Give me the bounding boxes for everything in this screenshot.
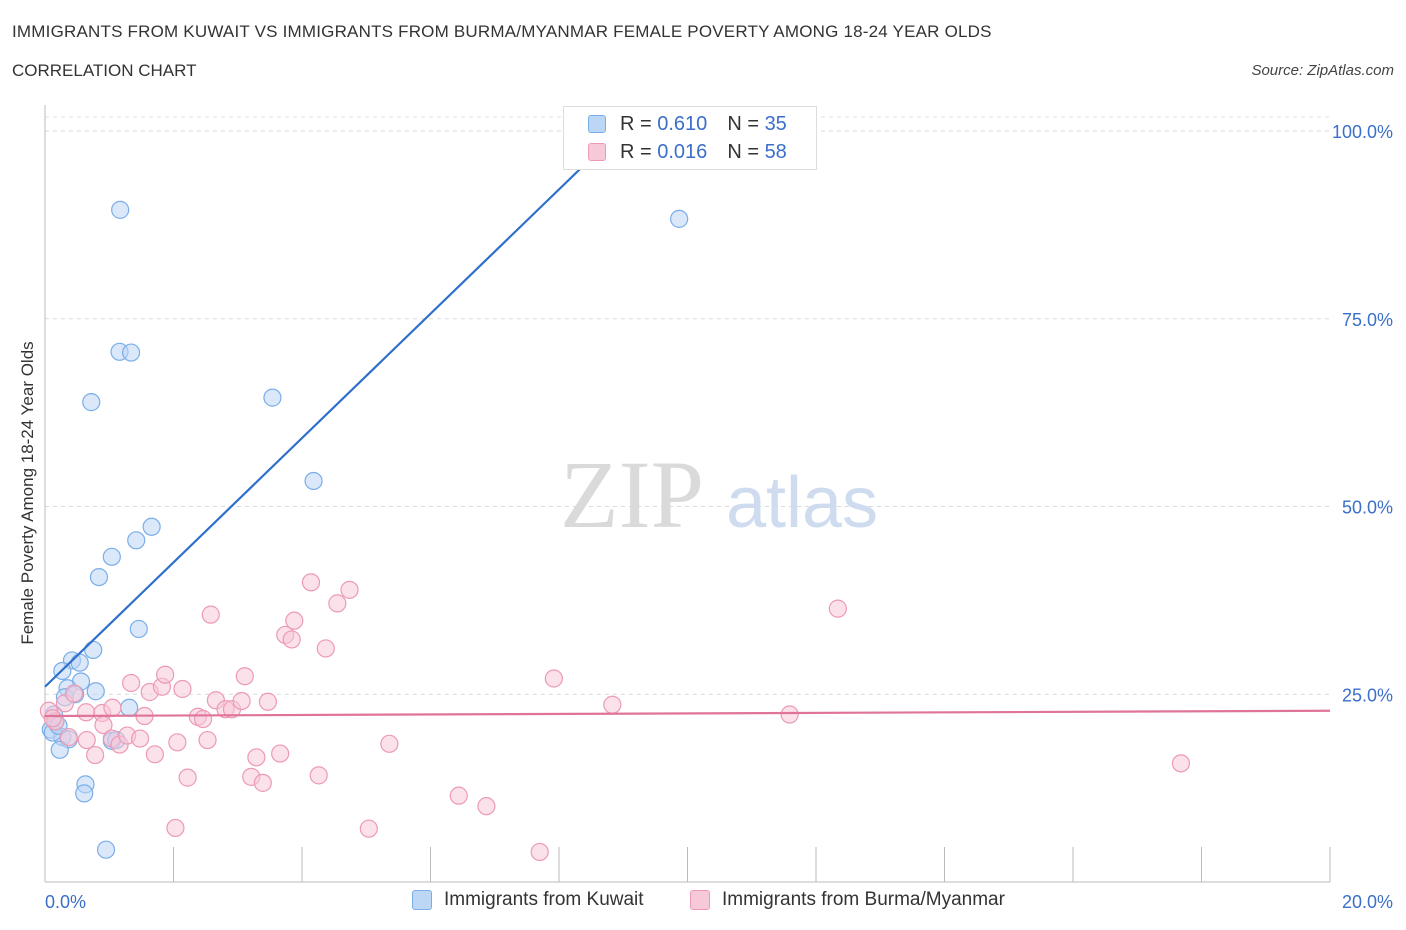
legend-r-value: 0.610 xyxy=(657,112,708,135)
data-point xyxy=(282,630,301,649)
data-point xyxy=(103,698,122,717)
data-point xyxy=(201,605,220,624)
axes xyxy=(44,105,1331,883)
data-point xyxy=(235,667,254,686)
legend-r-label: R = xyxy=(620,112,652,135)
data-point xyxy=(127,531,146,550)
data-point xyxy=(120,698,139,717)
legend-n-label: N = xyxy=(727,112,759,135)
data-point xyxy=(603,695,622,714)
data-point xyxy=(86,745,105,765)
data-point xyxy=(449,786,468,805)
data-point xyxy=(477,797,496,816)
data-point xyxy=(84,640,103,660)
chart-title: IMMIGRANTS FROM KUWAIT VS IMMIGRANTS FRO… xyxy=(12,22,992,41)
data-point xyxy=(130,729,150,748)
trend-line-kuwait xyxy=(44,126,625,688)
data-point xyxy=(178,768,197,787)
y-tick-label: 75.0% xyxy=(1342,310,1393,330)
legend-r-value: 0.016 xyxy=(657,140,708,163)
data-point xyxy=(285,611,304,630)
data-point xyxy=(102,547,121,566)
bottom-legend-label-burma: Immigrants from Burma/Myanmar xyxy=(722,889,1005,910)
source-attribution: Source: ZipAtlas.com xyxy=(1251,62,1394,79)
grid-lines xyxy=(45,116,1330,695)
correlation-legend: R = 0.610 N = 35 R = 0.016 N = 58 xyxy=(563,106,817,170)
legend-row-burma: R = 0.016 N = 58 xyxy=(588,139,787,165)
data-point xyxy=(328,594,347,613)
data-point xyxy=(253,773,272,792)
x-tick-label: 0.0% xyxy=(45,892,86,912)
y-tick-label: 25.0% xyxy=(1342,685,1393,705)
data-point xyxy=(1171,754,1191,773)
data-point xyxy=(530,842,549,862)
trend-line-burma xyxy=(44,709,1331,718)
bottom-legend-swatch-burma xyxy=(690,890,710,910)
data-point xyxy=(544,669,563,688)
data-point xyxy=(145,745,164,764)
data-point xyxy=(166,818,185,838)
data-point xyxy=(359,819,378,838)
data-point xyxy=(168,733,187,752)
bottom-legend-burma: Immigrants from Burma/Myanmar xyxy=(690,889,1005,911)
data-point xyxy=(670,209,689,228)
data-point xyxy=(173,679,192,699)
data-point xyxy=(156,665,175,684)
tick-labels: 25.0% 50.0% 75.0% 100.0% 0.0% 20.0% xyxy=(45,122,1393,912)
data-point xyxy=(50,740,69,759)
data-point xyxy=(96,840,116,859)
y-tick-label: 100.0% xyxy=(1332,122,1393,142)
legend-swatch-burma xyxy=(588,143,606,161)
legend-row-kuwait: R = 0.610 N = 35 xyxy=(588,111,787,137)
chart-subtitle: CORRELATION CHART xyxy=(12,61,197,80)
data-point xyxy=(82,393,101,412)
data-point xyxy=(43,709,62,728)
data-point xyxy=(86,682,105,701)
data-point xyxy=(70,653,89,672)
data-point xyxy=(380,734,399,753)
data-point xyxy=(129,619,148,639)
watermark-zip: ZIP xyxy=(560,441,704,548)
data-point xyxy=(301,573,321,592)
data-point xyxy=(258,692,278,711)
watermark-atlas: atlas xyxy=(726,463,878,543)
data-point xyxy=(59,727,78,747)
legend-n-value: 35 xyxy=(764,112,787,135)
legend-r-label: R = xyxy=(620,140,652,163)
data-point xyxy=(309,766,328,785)
data-point xyxy=(89,567,109,587)
data-point xyxy=(198,730,217,750)
bottom-legend-swatch-kuwait xyxy=(412,890,432,910)
data-point xyxy=(121,343,141,362)
data-point xyxy=(780,705,799,724)
legend-n-value: 58 xyxy=(764,140,787,163)
data-point xyxy=(77,703,96,722)
data-point xyxy=(304,471,323,491)
data-point xyxy=(263,388,282,407)
data-point xyxy=(77,730,96,750)
series-burma xyxy=(39,573,1191,862)
legend-swatch-kuwait xyxy=(588,115,606,133)
data-point xyxy=(828,599,847,618)
data-point xyxy=(142,517,161,536)
watermark: ZIP atlas xyxy=(560,441,878,548)
data-point xyxy=(121,673,141,693)
data-point xyxy=(316,639,335,658)
data-series xyxy=(39,126,1331,862)
legend-n-label: N = xyxy=(727,140,759,163)
y-axis-label: Female Poverty Among 18-24 Year Olds xyxy=(18,341,37,645)
data-point xyxy=(247,748,266,767)
data-point xyxy=(340,580,359,599)
data-point xyxy=(271,744,290,763)
data-point xyxy=(232,691,251,711)
data-point xyxy=(64,684,84,703)
bottom-legend-label-kuwait: Immigrants from Kuwait xyxy=(444,889,644,910)
data-point xyxy=(193,709,213,729)
y-tick-label: 50.0% xyxy=(1342,498,1393,518)
bottom-legend-kuwait: Immigrants from Kuwait xyxy=(412,889,644,911)
data-point xyxy=(111,200,130,219)
x-tick-label: 20.0% xyxy=(1342,892,1393,912)
data-point xyxy=(75,784,94,803)
